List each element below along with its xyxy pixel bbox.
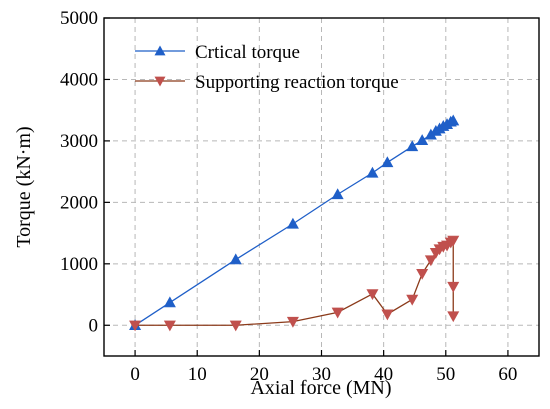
data-point-crtical-torque bbox=[381, 156, 394, 168]
data-point-supporting-reaction-torque bbox=[331, 307, 344, 319]
legend-marker-supporting-reaction-torque bbox=[154, 76, 166, 87]
y-axis-title: Torque (kN·m) bbox=[13, 126, 35, 247]
series-supporting-reaction-torque bbox=[129, 235, 460, 332]
legend-label-critical-torque: Crtical torque bbox=[195, 42, 300, 63]
y-tick-label: 5000 bbox=[60, 8, 98, 29]
x-tick-label: 10 bbox=[188, 364, 207, 385]
data-point-supporting-reaction-torque bbox=[229, 320, 242, 332]
data-point-supporting-reaction-torque bbox=[366, 289, 379, 301]
data-point-crtical-torque bbox=[366, 166, 379, 178]
data-point-supporting-reaction-torque bbox=[447, 281, 460, 293]
legend-label-supporting-reaction-torque: Supporting reaction torque bbox=[195, 72, 399, 93]
data-point-supporting-reaction-torque bbox=[424, 255, 437, 267]
data-point-supporting-reaction-torque bbox=[286, 316, 299, 328]
data-point-crtical-torque bbox=[163, 296, 176, 308]
data-point-supporting-reaction-torque bbox=[447, 235, 460, 247]
data-point-crtical-torque bbox=[331, 188, 344, 200]
x-tick-label: 30 bbox=[312, 364, 331, 385]
data-point-crtical-torque bbox=[447, 114, 460, 126]
y-tick-label: 0 bbox=[89, 315, 99, 336]
y-tick-label: 1000 bbox=[60, 254, 98, 275]
data-point-supporting-reaction-torque bbox=[129, 320, 142, 332]
data-point-crtical-torque bbox=[416, 134, 429, 145]
x-tick-label: 40 bbox=[374, 364, 393, 385]
x-tick-label: 60 bbox=[498, 364, 517, 385]
y-tick-label: 4000 bbox=[60, 69, 98, 90]
y-tick-label: 3000 bbox=[60, 131, 98, 152]
grid-lines bbox=[104, 18, 539, 356]
legend: Crtical torque Supporting reaction torqu… bbox=[135, 42, 399, 93]
data-point-crtical-torque bbox=[406, 140, 419, 152]
data-point-supporting-reaction-torque bbox=[406, 294, 419, 306]
x-axis-title: Axial force (MN) bbox=[250, 377, 391, 399]
y-tick-label: 2000 bbox=[60, 192, 98, 213]
axis-ticks: 0 10 20 30 40 50 60 0 1000 2000 3000 4000 5000 bbox=[60, 8, 517, 385]
data-point-supporting-reaction-torque bbox=[163, 320, 176, 332]
legend-item-supporting-reaction-torque: Supporting reaction torque bbox=[135, 72, 399, 93]
x-tick-label: 20 bbox=[250, 364, 269, 385]
legend-marker-critical-torque bbox=[154, 45, 166, 56]
data-point-supporting-reaction-torque bbox=[416, 268, 429, 280]
x-tick-label: 0 bbox=[130, 364, 140, 385]
data-point-supporting-reaction-torque bbox=[447, 311, 460, 323]
data-point-supporting-reaction-torque bbox=[381, 309, 394, 321]
data-point-crtical-torque bbox=[286, 217, 299, 229]
series-layer bbox=[129, 114, 460, 332]
data-point-crtical-torque bbox=[229, 253, 242, 265]
x-tick-label: 50 bbox=[436, 364, 455, 385]
legend-item-critical-torque: Crtical torque bbox=[135, 42, 300, 63]
